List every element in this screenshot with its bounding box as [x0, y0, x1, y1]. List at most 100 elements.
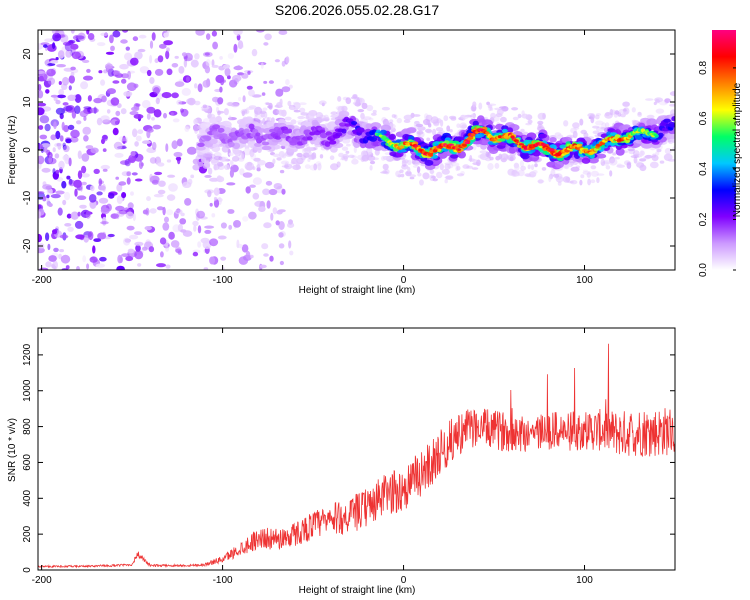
heatmap-blob — [639, 164, 647, 172]
x-tick-label: 100 — [576, 575, 593, 586]
heatmap-blob — [565, 177, 570, 182]
heatmap-blob — [82, 126, 91, 135]
heatmap-blob — [57, 50, 65, 59]
heatmap-blob — [273, 183, 283, 190]
heatmap-blob — [230, 159, 234, 167]
heatmap-blob — [130, 191, 134, 196]
heatmap-blob — [65, 50, 72, 58]
heatmap-blob — [193, 225, 197, 232]
heatmap-blob — [176, 99, 183, 106]
heatmap-blob — [116, 265, 125, 270]
heatmap-blob — [455, 166, 459, 172]
heatmap-blob — [192, 251, 199, 257]
heatmap-blob — [217, 110, 225, 114]
heatmap-blob — [146, 69, 152, 77]
heatmap-blob — [478, 102, 483, 110]
heatmap-blob — [220, 256, 227, 261]
heatmap-blob — [73, 179, 82, 188]
heatmap-blob — [202, 104, 207, 109]
heatmap-blob — [224, 67, 231, 77]
heatmap-blob — [614, 157, 620, 160]
heatmap-blob — [100, 164, 111, 170]
heatmap-blob — [70, 30, 75, 34]
heatmap-blob — [490, 112, 496, 119]
heatmap-blob — [242, 95, 246, 103]
heatmap-blob — [494, 162, 500, 169]
heatmap-blob — [142, 209, 149, 215]
heatmap-blob — [171, 92, 179, 99]
heatmap-blob — [361, 154, 369, 162]
heatmap-blob — [272, 207, 278, 215]
heatmap-blob — [151, 141, 157, 151]
heatmap-blob — [190, 59, 199, 68]
heatmap-blob — [132, 36, 139, 42]
heatmap-blob — [238, 256, 249, 265]
heatmap-blob — [446, 125, 451, 132]
heatmap-blob — [121, 137, 128, 144]
heatmap-blob — [45, 185, 53, 190]
heatmap-blob — [113, 141, 123, 150]
heatmap-blob — [107, 233, 115, 238]
heatmap-blob — [48, 203, 53, 207]
heatmap-blob — [345, 150, 350, 154]
ridge-blob — [663, 118, 671, 123]
ridge-blob — [255, 132, 261, 137]
heatmap-blob — [207, 112, 212, 119]
heatmap-blob — [93, 97, 103, 104]
heatmap-blob — [227, 209, 235, 214]
heatmap-blob — [227, 53, 235, 59]
ridge-blob — [351, 121, 358, 125]
heatmap-blob — [439, 163, 444, 171]
heatmap-blob — [70, 72, 75, 77]
ridge-blob — [513, 139, 519, 143]
heatmap-blob — [233, 220, 241, 228]
heatmap-blob — [274, 59, 280, 63]
heatmap-blob — [65, 265, 70, 270]
heatmap-blob — [83, 106, 92, 110]
ridge-blob — [450, 154, 459, 159]
colorbar-gradient — [712, 30, 736, 270]
heatmap-blob — [131, 172, 138, 176]
heatmap-blob — [68, 75, 76, 84]
heatmap-blob — [500, 116, 507, 123]
heatmap-blob — [264, 33, 272, 41]
heatmap-blob — [238, 97, 242, 101]
heatmap-blob — [623, 108, 627, 112]
heatmap-blob — [241, 73, 249, 79]
heatmap-blob — [342, 138, 351, 144]
heatmap-blob — [293, 109, 301, 113]
heatmap-blob — [451, 162, 460, 167]
heatmap-blob — [79, 110, 89, 118]
heatmap-blob — [275, 88, 284, 97]
heatmap-blob — [631, 119, 637, 123]
heatmap-blob — [219, 86, 223, 93]
heatmap-blob — [258, 206, 266, 212]
ridge-blob — [266, 121, 275, 128]
heatmap-blob — [110, 97, 120, 106]
heatmap-blob — [149, 208, 157, 214]
heatmap-blob — [595, 120, 604, 126]
heatmap-blob — [187, 97, 196, 106]
heatmap-blob — [211, 59, 215, 67]
heatmap-blob — [174, 55, 179, 59]
ridge-blob — [286, 128, 293, 134]
heatmap-blob — [115, 110, 121, 117]
heatmap-blob — [217, 97, 224, 105]
heatmap-blob — [116, 195, 123, 205]
ridge-blob — [589, 151, 595, 155]
heatmap-blob — [281, 60, 286, 67]
heatmap-blob — [141, 100, 151, 109]
heatmap-blob — [509, 156, 514, 162]
heatmap-blob — [83, 116, 87, 121]
colorbar-tick-label: 0.4 — [698, 162, 709, 176]
heatmap-blob — [70, 129, 80, 138]
heatmap-blob — [249, 184, 256, 188]
heatmap-blob — [171, 63, 179, 68]
heatmap-blob — [57, 207, 63, 216]
heatmap-blob — [115, 205, 125, 212]
heatmap-blob — [534, 163, 538, 168]
heatmap-blob — [138, 34, 147, 39]
ridge-blob — [581, 157, 591, 164]
heatmap-blob — [461, 124, 467, 129]
heatmap-blob — [118, 136, 128, 142]
